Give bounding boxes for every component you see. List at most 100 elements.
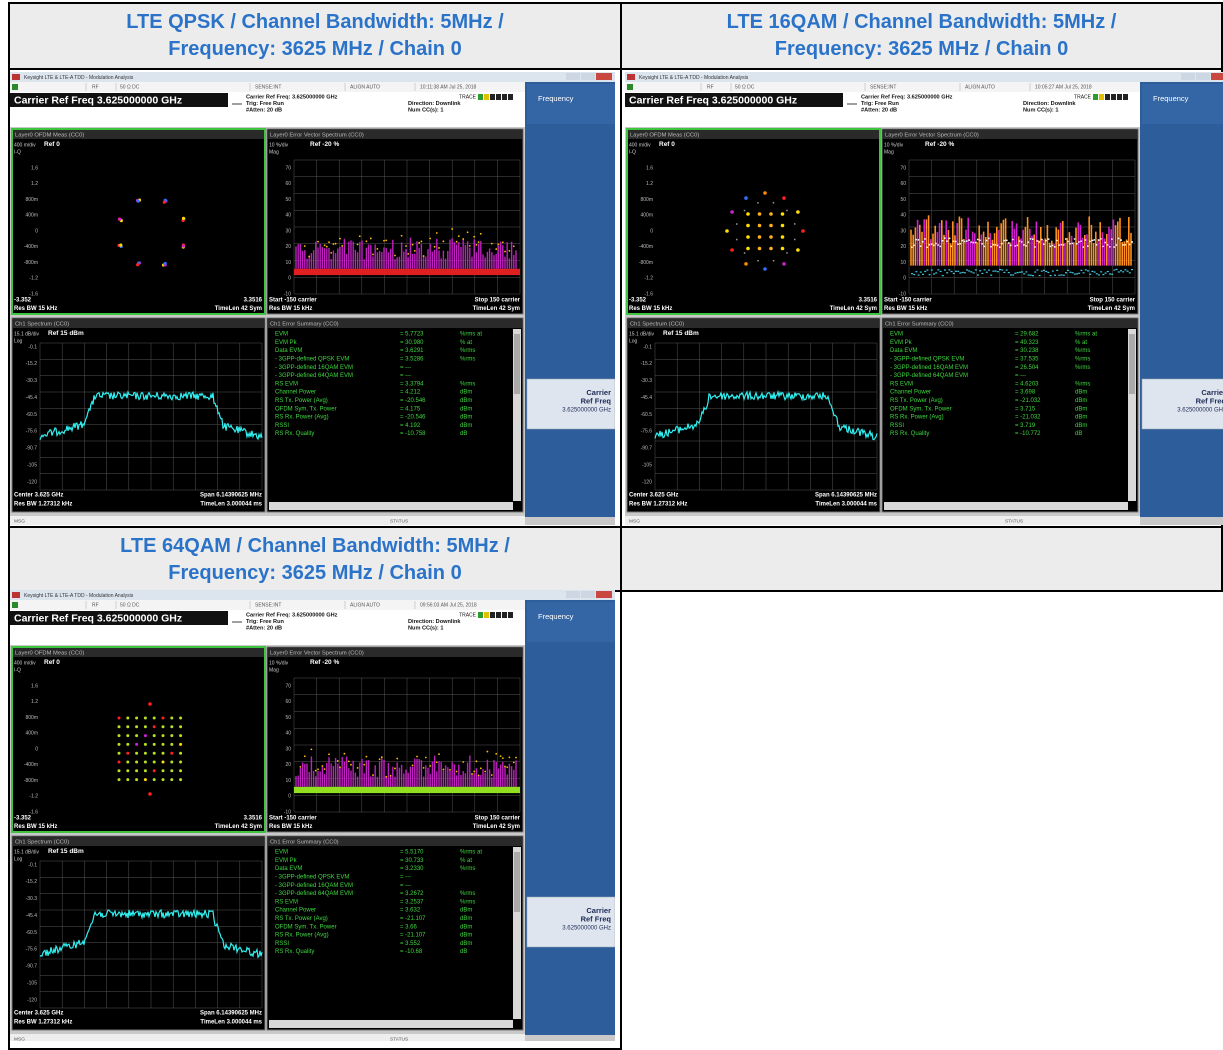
x-start-label: -3.352 — [14, 816, 32, 822]
evm-trace — [436, 232, 438, 234]
info-text: Direction: Downlink — [408, 101, 461, 107]
x-start-label: Start -150 carrier — [884, 298, 932, 304]
y-tick-label: 40 — [900, 213, 906, 219]
evm-trace — [385, 239, 387, 241]
evm-trace — [1067, 270, 1069, 271]
constellation-point — [135, 717, 138, 720]
summary-value: = 49.323 — [1015, 340, 1039, 346]
menu-panel — [1140, 82, 1223, 517]
summary-label: Data EVM — [275, 866, 302, 872]
summary-label: RS Rx. Quality — [275, 949, 314, 955]
evm-trace — [1039, 275, 1041, 276]
evm-trace — [1091, 240, 1093, 242]
constellation-point — [170, 743, 173, 746]
summary-label: RS Rx. Power (Avg) — [890, 415, 944, 421]
status-field: RF — [707, 84, 714, 90]
summary-unit: dBm — [1075, 390, 1087, 396]
summary-unit: dB — [460, 949, 467, 955]
constellation-point — [118, 218, 121, 221]
evm-trace — [1131, 269, 1133, 270]
summary-value: = --- — [1015, 373, 1026, 379]
summary-value: = -10.772 — [1015, 431, 1041, 437]
constellation-point — [126, 778, 129, 781]
evm-baseline — [294, 269, 520, 275]
constellation-point — [163, 201, 166, 204]
evm-trace — [997, 271, 999, 272]
x-stop-label: 3.3516 — [244, 298, 263, 304]
scroll-thumb[interactable] — [1129, 334, 1135, 394]
evm-trace — [992, 271, 994, 272]
info-text: Carrier Ref Freq: 3.625000000 GHz — [246, 94, 338, 100]
evm-trace — [1030, 275, 1032, 276]
summary-unit: %rms at — [460, 332, 482, 338]
evm-trace — [416, 756, 418, 758]
evm-trace — [491, 243, 493, 245]
x-start-label: Start -150 carrier — [269, 298, 317, 304]
status-field: RF — [92, 84, 99, 90]
evm-trace — [495, 753, 497, 755]
summary-unit: %rms at — [460, 850, 482, 856]
summary-label: - 3GPP-defined QPSK EVM — [275, 874, 349, 880]
summary-label: Channel Power — [890, 390, 931, 396]
evm-trace — [1074, 274, 1076, 275]
summary-label: EVM Pk — [890, 340, 913, 346]
scroll-thumb[interactable] — [514, 852, 520, 912]
evm-trace — [977, 274, 979, 275]
window-title: Layer0 Error Vector Spectrum (CC0) — [270, 133, 364, 139]
summary-unit: %rms — [1075, 356, 1090, 362]
y-tick-label: 400m — [25, 213, 38, 219]
evm-trace — [436, 761, 438, 763]
evm-trace — [509, 250, 511, 252]
status-field: 50 Ω DC — [120, 602, 140, 608]
summary-value: = 30.980 — [400, 340, 424, 346]
status-field: RF — [92, 602, 99, 608]
constellation-point — [170, 725, 173, 728]
scale-label: 400 m/div — [14, 142, 36, 148]
constellation-point — [153, 752, 156, 755]
summary-unit: dBm — [1075, 423, 1087, 429]
evm-trace — [1025, 271, 1027, 272]
evm-trace — [467, 231, 469, 233]
menu-panel — [525, 82, 615, 517]
timelen-label: TimeLen 42 Sym — [473, 306, 520, 312]
constellation-point — [135, 725, 138, 728]
window-title: Ch1 Spectrum (CC0) — [15, 840, 69, 846]
scroll-thumb[interactable] — [514, 334, 520, 394]
evm-trace — [1131, 241, 1133, 243]
evm-trace — [957, 271, 959, 272]
summary-label: - 3GPP-defined 16QAM EVM — [275, 365, 353, 371]
evm-trace — [478, 774, 480, 776]
evm-trace — [396, 758, 398, 760]
meas-window — [267, 647, 523, 832]
y-tick-label: -90.7 — [26, 964, 38, 970]
constellation-point — [757, 260, 759, 262]
evm-trace — [381, 756, 383, 758]
constellation-point — [144, 734, 147, 737]
evm-trace — [394, 255, 396, 257]
summary-value: = 30.238 — [1015, 348, 1039, 354]
ref-label: Ref 15 dBm — [48, 330, 84, 337]
constellation-point — [736, 239, 738, 241]
summary-unit: %rms — [1075, 365, 1090, 371]
y-tick-label: 70 — [285, 683, 291, 689]
summary-unit: %rms — [460, 356, 475, 362]
evm-trace — [344, 753, 346, 755]
x-start-label: -3.352 — [14, 298, 32, 304]
evm-trace — [1045, 271, 1047, 272]
summary-unit: dBm — [460, 933, 472, 939]
window-title: Layer0 OFDM Meas (CC0) — [15, 133, 84, 139]
evm-trace — [491, 774, 493, 776]
evm-trace — [1065, 272, 1067, 273]
app-icon — [12, 74, 20, 80]
window-title: Ch1 Error Summary (CC0) — [885, 322, 954, 328]
evm-trace — [341, 245, 343, 247]
evm-trace — [964, 272, 966, 273]
constellation-point — [730, 210, 734, 214]
evm-trace — [478, 241, 480, 243]
info-text: Num CC(s): 1 — [408, 625, 443, 631]
evm-trace — [1023, 273, 1025, 274]
evm-trace — [423, 255, 425, 257]
constellation-point — [170, 778, 173, 781]
y-tick-label: 30 — [285, 228, 291, 234]
y-tick-label: -45.4 — [641, 395, 653, 401]
